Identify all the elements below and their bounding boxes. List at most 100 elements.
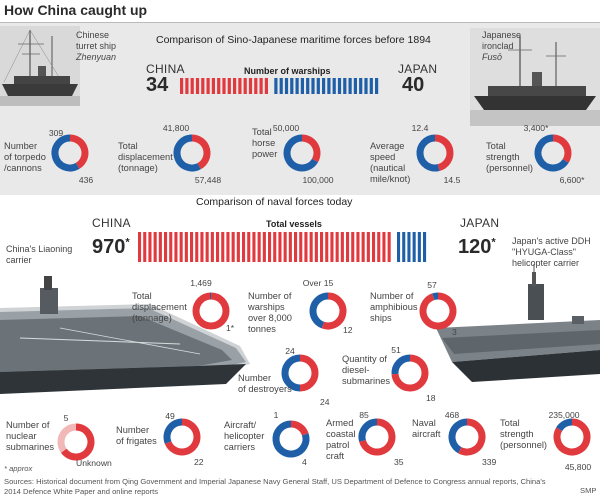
warships-china-stripe xyxy=(243,78,247,94)
vessels-china-stripe xyxy=(346,232,350,262)
vessels-china-stripe xyxy=(257,232,261,262)
warships-japan-stripe xyxy=(327,78,331,94)
modern-china-value-7: 1 xyxy=(274,410,279,420)
modern-label-10: (personnel) xyxy=(500,440,547,450)
modern-japan-value-3: 24 xyxy=(320,397,330,407)
section2-china-number: 970 xyxy=(92,236,126,258)
warships-china-stripe xyxy=(201,78,205,94)
section2-china-asterisk: * xyxy=(125,236,130,249)
vessels-china-stripe xyxy=(205,232,209,262)
vessels-japan-stripe xyxy=(412,232,416,262)
modern-japan-arc xyxy=(448,418,468,454)
modern-label-1: Number of xyxy=(248,291,292,301)
modern-donut-7 xyxy=(272,420,310,458)
credit: SMP xyxy=(580,486,597,495)
warships-japan-stripe xyxy=(369,78,373,94)
modern-china-value-6: 49 xyxy=(165,411,175,421)
zhenyuan-caption-name: Zhenyuan xyxy=(76,52,117,62)
modern-label-8: Armed xyxy=(326,418,353,428)
warships-china-stripe xyxy=(254,78,258,94)
hyuga-caption: Japan's active DDH "HYUGA-Class" helicop… xyxy=(512,236,591,268)
modern-japan-arc xyxy=(281,354,301,392)
vessels-china-stripe xyxy=(247,232,251,262)
vessels-china-stripe xyxy=(356,232,360,262)
vessels-japan-stripe xyxy=(397,232,401,262)
modern-donut-6 xyxy=(163,418,201,456)
vessels-china-stripe xyxy=(309,232,313,262)
modern-japan-arc xyxy=(358,418,378,442)
warships-china-stripe xyxy=(185,78,189,94)
modern-label-7: carriers xyxy=(224,442,255,452)
modern-japan-value-10: 45,800 xyxy=(565,462,592,472)
warships-japan-stripe xyxy=(353,78,357,94)
vessels-china-stripe xyxy=(179,232,183,262)
fuso-caption-line1: Japanese xyxy=(482,30,522,40)
vessels-china-stripe xyxy=(351,232,355,262)
modern-china-arc xyxy=(458,418,486,456)
modern-label-5: submarines xyxy=(6,442,54,452)
modern-label-7: Aircraft/ xyxy=(224,420,256,430)
modern-japan-value-1: 12 xyxy=(343,325,353,335)
modern-donut-9 xyxy=(448,418,486,456)
modern-donut-10 xyxy=(553,418,591,456)
section2-japan-number: 120 xyxy=(458,236,492,258)
modern-label-8: craft xyxy=(326,451,344,461)
section1-china-label: CHINA xyxy=(146,62,185,76)
modern-donut-1 xyxy=(309,292,347,330)
warships-china-stripe xyxy=(238,78,242,94)
zhenyuan-caption-line1: Chinese xyxy=(76,30,110,40)
modern-unknown-arc xyxy=(57,423,95,461)
modern-china-value-10: 235,000 xyxy=(548,410,579,420)
fuso-caption-name: Fusō xyxy=(482,52,503,62)
modern-china-arc xyxy=(164,418,201,456)
section2-title: Comparison of naval forces today xyxy=(196,196,353,208)
modern-label-2: ships xyxy=(370,313,392,323)
modern-label-1: over 8,000 xyxy=(248,313,292,323)
vessels-china-stripe xyxy=(148,232,152,262)
warships-japan-stripe xyxy=(274,78,278,94)
vessels-china-stripe xyxy=(169,232,173,262)
vessels-china-stripe xyxy=(174,232,178,262)
modern-china-value-4: 51 xyxy=(391,345,401,355)
vessels-china-stripe xyxy=(330,232,334,262)
vessels-china-stripe xyxy=(242,232,246,262)
warships-china-stripe xyxy=(190,78,194,94)
warships-china-stripe xyxy=(259,78,263,94)
warships-china-stripe xyxy=(211,78,215,94)
modern-label-2: amphibious xyxy=(370,302,418,312)
vessels-china-stripe xyxy=(382,232,386,262)
modern-china-arc xyxy=(61,423,95,461)
warships-japan-stripe xyxy=(364,78,368,94)
section1-title: Comparison of Sino-Japanese maritime for… xyxy=(156,34,431,46)
section1-japan-label: JAPAN xyxy=(398,62,438,76)
section1-subtitle: Number of warships xyxy=(244,66,331,76)
modern-china-arc xyxy=(321,292,347,330)
warships-japan-stripe xyxy=(311,78,315,94)
section2-japan-label: JAPAN xyxy=(460,216,500,230)
warships-japan-stripe xyxy=(279,78,283,94)
modern-label-10: strength xyxy=(500,429,534,439)
modern-japan-value-6: 22 xyxy=(194,457,204,467)
modern-japan-value-8: 35 xyxy=(394,457,404,467)
modern-donut-5 xyxy=(57,423,95,461)
warships-japan-stripe xyxy=(322,78,326,94)
modern-label-9: Naval xyxy=(412,418,436,428)
modern-label-1: warships xyxy=(247,302,285,312)
vessels-china-stripe xyxy=(294,232,298,262)
warships-japan-stripe xyxy=(359,78,363,94)
warships-china-stripe xyxy=(217,78,221,94)
modern-japan-arc xyxy=(391,354,411,375)
zhenyuan-caption-line2: turret ship xyxy=(76,41,117,51)
vessels-china-stripe xyxy=(361,232,365,262)
vessels-china-stripe xyxy=(278,232,282,262)
vessels-china-stripe xyxy=(143,232,147,262)
liaoning-carrier-image xyxy=(0,276,250,394)
modern-donut-3 xyxy=(281,354,319,392)
vessels-china-stripe xyxy=(268,232,272,262)
modern-label-2: Number of xyxy=(370,291,414,301)
hyuga-carrier-image xyxy=(436,264,600,382)
vessels-china-stripe xyxy=(288,232,292,262)
vessels-china-stripe xyxy=(320,232,324,262)
section2-japan-asterisk: * xyxy=(491,236,496,249)
modern-japan-arc xyxy=(163,418,183,444)
